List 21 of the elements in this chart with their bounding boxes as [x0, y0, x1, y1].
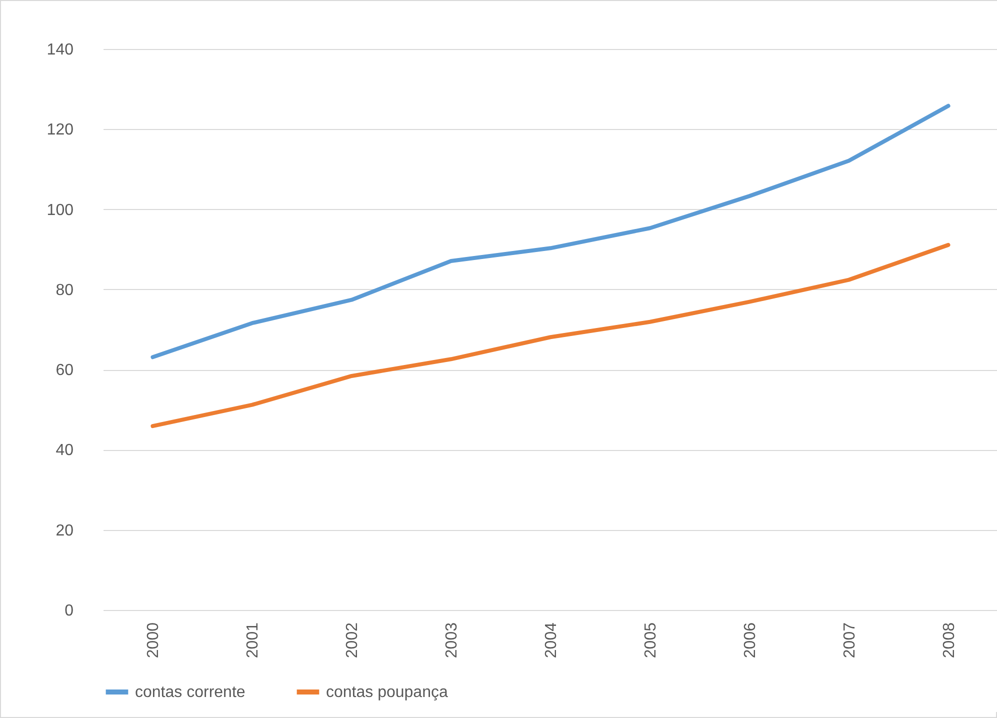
x-tick-label: 2000	[145, 622, 162, 658]
line-series	[150, 242, 950, 428]
line-series	[150, 104, 950, 360]
y-tick-label: 100	[46, 202, 74, 219]
y-tick-label: 140	[46, 42, 74, 58]
y-tick-label: 40	[56, 442, 74, 460]
x-tick-label: 2006	[742, 622, 759, 658]
x-tick-label: 2005	[642, 622, 660, 658]
y-tick-label: 80	[56, 282, 74, 299]
x-tick-label: 2003	[444, 622, 461, 658]
x-tick-label: 2007	[841, 622, 858, 658]
x-tick-label: 2008	[940, 622, 958, 658]
legend-label: contas corrente	[135, 684, 246, 701]
x-tick-label: 2004	[543, 622, 560, 658]
x-tick-label: 2002	[344, 622, 362, 658]
x-tick-label: 2001	[244, 622, 262, 658]
y-tick-label: 120	[46, 122, 74, 139]
y-tick-label: 0	[64, 602, 74, 620]
y-tick-label: 60	[56, 362, 74, 380]
y-tick-label: 20	[56, 522, 74, 540]
legend-label: contas poupança	[326, 684, 448, 701]
